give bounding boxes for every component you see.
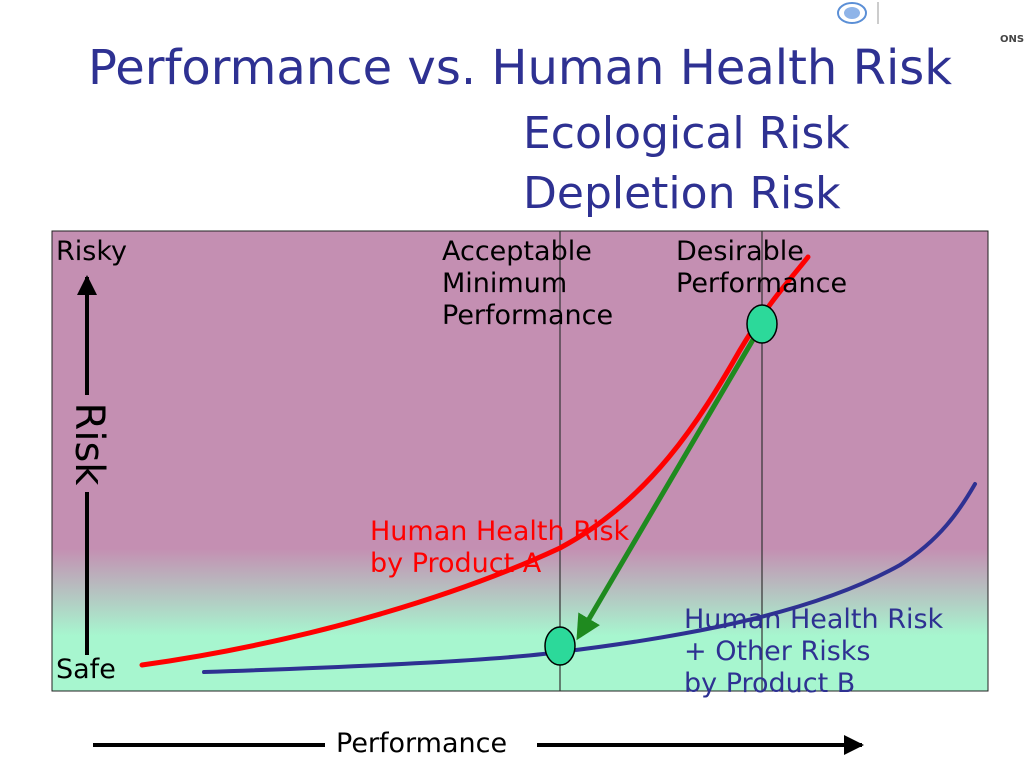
safe-label: Safe (56, 654, 116, 685)
risk-zone-background (52, 231, 988, 691)
desirable-performance-label: Desirable Performance (676, 236, 848, 299)
subtitle-depletion-risk: Depletion Risk (523, 168, 841, 219)
performance-axis-label: Performance (336, 728, 508, 759)
acceptable-minimum-performance-label: Acceptable Minimum Performance (442, 236, 614, 331)
risk-axis-label: Risk (66, 403, 112, 487)
product-b-curve (202, 482, 977, 674)
un-emblem-logo (837, 2, 879, 24)
plot-frame (51, 230, 989, 692)
logo-text: ONS (1000, 34, 1024, 45)
acceptable-point-marker (544, 626, 576, 666)
product-b-label: Human Health Risk + Other Risks by Produ… (684, 604, 944, 699)
product-a-label: Human Health Risk by Product A (370, 516, 630, 579)
desirable-point-marker (746, 304, 778, 344)
subtitle-ecological-risk: Ecological Risk (523, 108, 850, 159)
improvement-arrow (576, 336, 757, 641)
risky-label: Risky (56, 236, 127, 267)
slide-title: Performance vs. Human Health Risk (88, 40, 953, 96)
